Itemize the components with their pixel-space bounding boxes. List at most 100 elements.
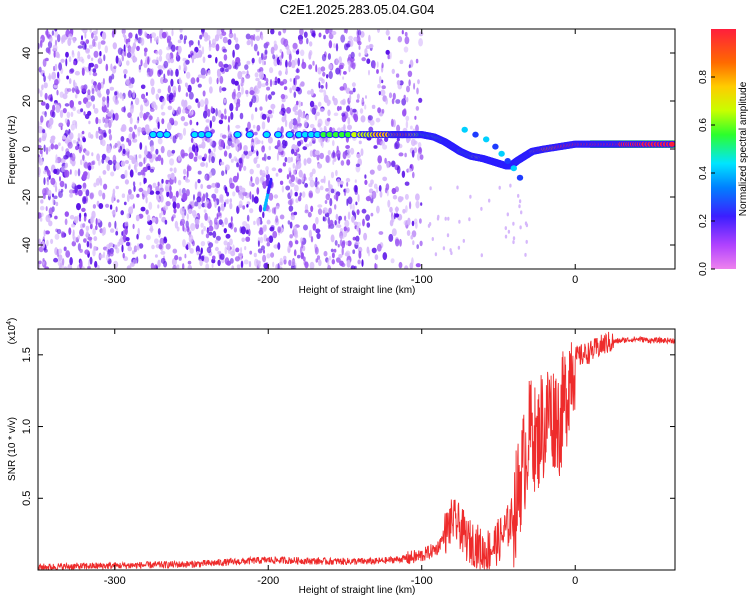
noise-speckle [218, 61, 223, 68]
noise-speckle [244, 246, 247, 251]
noise-speckle [306, 37, 309, 45]
noise-speckle [255, 176, 260, 185]
noise-speckle [332, 150, 336, 158]
noise-speckle [344, 219, 350, 228]
noise-speckle [256, 217, 261, 226]
noise-speckle [346, 159, 351, 166]
noise-speckle [304, 183, 308, 188]
noise-speckle [126, 52, 132, 58]
noise-speckle [251, 113, 254, 121]
noise-speckle [336, 257, 341, 263]
noise-speckle [114, 142, 118, 148]
noise-speckle [132, 131, 136, 140]
noise-speckle [220, 253, 225, 260]
noise-speckle [89, 242, 93, 249]
noise-speckle [335, 67, 341, 75]
noise-speckle [187, 264, 192, 269]
noise-speckle [92, 228, 96, 236]
noise-speckle [90, 217, 94, 225]
noise-speckle [160, 145, 165, 154]
noise-speckle [150, 32, 157, 38]
noise-speckle [126, 193, 130, 203]
noise-speckle [135, 214, 140, 222]
noise-speckle [121, 244, 124, 253]
noise-speckle [151, 86, 155, 95]
noise-speckle [82, 154, 85, 161]
noise-speckle [163, 236, 167, 241]
noise-speckle [316, 232, 321, 240]
spectrogram-x-tick-label: 0 [572, 274, 578, 286]
noise-speckle [220, 161, 225, 166]
noise-speckle [242, 221, 248, 227]
noise-speckle [225, 145, 231, 150]
noise-speckle [200, 249, 203, 255]
noise-speckle [417, 79, 420, 85]
noise-speckle [224, 217, 229, 225]
noise-speckle [358, 250, 362, 259]
noise-speckle [368, 126, 374, 133]
noise-speckle [277, 242, 281, 250]
noise-speckle [517, 193, 520, 198]
noise-speckle [154, 216, 159, 225]
noise-speckle [403, 46, 409, 53]
noise-speckle [512, 236, 516, 241]
noise-speckle [370, 179, 374, 185]
noise-speckle [333, 157, 337, 162]
noise-speckle [152, 127, 158, 133]
noise-speckle [186, 169, 189, 178]
noise-speckle [95, 225, 98, 231]
noise-speckle [102, 96, 106, 102]
noise-speckle [87, 259, 91, 268]
noise-speckle [289, 78, 292, 82]
noise-speckle [120, 160, 126, 167]
noise-speckle [119, 92, 123, 99]
noise-speckle [204, 97, 209, 107]
noise-speckle [355, 235, 360, 242]
noise-speckle [252, 124, 256, 129]
noise-speckle [64, 169, 70, 178]
noise-speckle [259, 236, 264, 244]
noise-speckle [89, 192, 94, 200]
noise-speckle [303, 120, 308, 128]
noise-speckle [61, 135, 67, 140]
noise-speckle [182, 127, 187, 136]
noise-speckle [158, 55, 163, 62]
noise-speckle [157, 121, 160, 130]
noise-speckle [235, 124, 241, 129]
noise-speckle [88, 165, 92, 171]
noise-speckle [236, 264, 241, 269]
noise-speckle [231, 265, 235, 269]
noise-speckle [86, 93, 92, 101]
noise-speckle [294, 191, 298, 197]
noise-speckle [330, 171, 335, 179]
noise-speckle [253, 252, 257, 258]
noise-speckle [46, 180, 50, 186]
snr-y-tick-label: 1.5 [21, 347, 33, 362]
noise-speckle [352, 236, 356, 241]
noise-speckle [85, 39, 90, 44]
noise-speckle [525, 239, 528, 244]
noise-speckle [317, 163, 323, 169]
noise-speckle [97, 41, 101, 50]
noise-speckle [297, 57, 301, 67]
noise-speckle [126, 60, 130, 66]
noise-speckle [376, 205, 380, 214]
noise-speckle [300, 101, 303, 107]
noise-speckle [169, 117, 175, 124]
noise-speckle [363, 232, 368, 241]
noise-speckle [85, 101, 91, 109]
noise-speckle [338, 56, 343, 64]
noise-speckle [388, 92, 393, 99]
noise-speckle [52, 197, 55, 206]
noise-speckle [230, 158, 234, 163]
noise-speckle [203, 153, 208, 160]
noise-speckle [276, 152, 279, 161]
noise-speckle [183, 38, 186, 45]
noise-speckle [54, 39, 58, 46]
noise-speckle [72, 140, 77, 144]
noise-speckle [217, 206, 221, 213]
noise-speckle [249, 250, 253, 255]
noise-speckle [39, 217, 43, 222]
noise-speckle [61, 166, 67, 173]
noise-speckle [38, 158, 44, 166]
